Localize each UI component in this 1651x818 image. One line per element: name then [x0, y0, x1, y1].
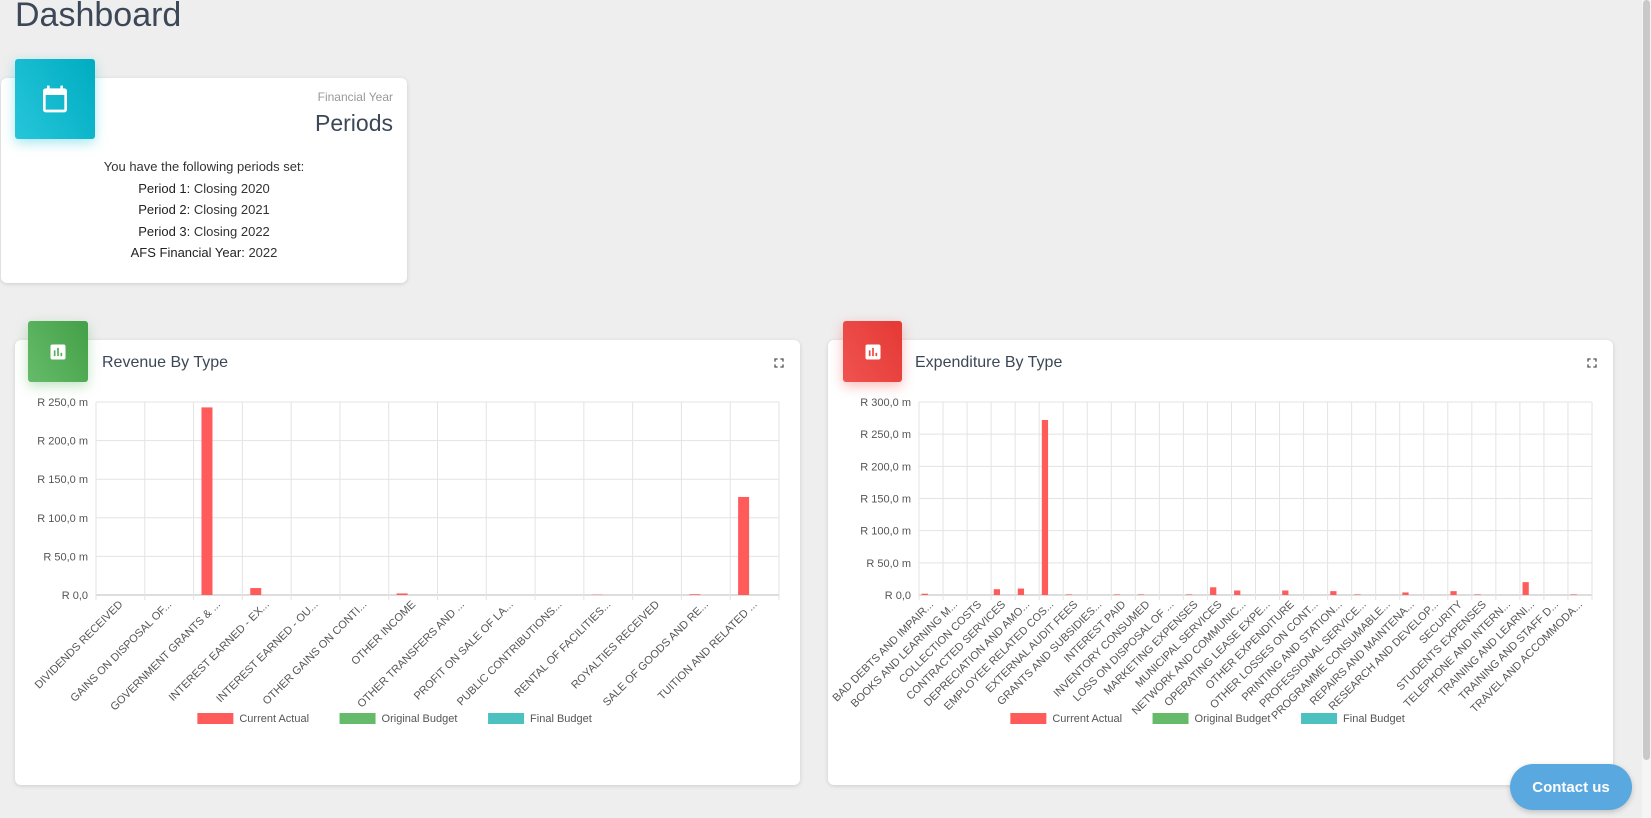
calendar-icon [43, 85, 67, 113]
period-row: Period 1: Closing 2020 [1, 178, 407, 200]
y-tick-label: R 200,0 m [37, 436, 88, 448]
bar[interactable] [1570, 594, 1577, 595]
expenditure-chart-card: Expenditure By Type R 0,0 R 50,0 m R 100,0… [828, 340, 1613, 785]
legend-label[interactable]: Current Actual [1052, 713, 1122, 725]
page-title: Dashboard [15, 0, 182, 34]
legend-label[interactable]: Current Actual [239, 713, 309, 725]
x-tick-label: DIVIDENDS RECEIVED [33, 599, 126, 692]
bar[interactable] [1282, 590, 1289, 595]
legend-label[interactable]: Final Budget [1343, 713, 1405, 725]
legend-label[interactable]: Final Budget [530, 713, 592, 725]
periods-card-category: Financial Year [317, 90, 393, 104]
period-label: Period 2: [138, 202, 191, 217]
periods-card: Financial Year Periods You have the foll… [1, 78, 407, 283]
y-tick-label: R 0,0 [885, 590, 911, 602]
x-tick-label: RENTAL OF FACILITIES... [512, 599, 613, 700]
period-label: Period 3: [138, 223, 191, 239]
bar[interactable] [738, 496, 750, 595]
fullscreen-icon[interactable] [1584, 355, 1600, 371]
expenditure-bar-chart: R 0,0 R 50,0 m R 100,0 m R 150,0 m R 200,0 m… [831, 397, 1593, 725]
y-tick-label: R 0,0 [62, 590, 88, 602]
y-tick-label: R 250,0 m [860, 429, 911, 441]
legend-swatch[interactable] [197, 713, 234, 724]
x-tick-label: SALE OF GOODS AND RE... [601, 599, 711, 709]
expenditure-chart-tile [843, 321, 902, 382]
period-value: Closing 2022 [193, 223, 270, 239]
bar[interactable] [1330, 591, 1337, 595]
periods-list: You have the following periods set: Peri… [1, 156, 407, 264]
revenue-bar-chart: R 0,0 R 50,0 m R 100,0 m R 150,0 m R 200,0 m… [33, 397, 780, 725]
legend-swatch[interactable] [339, 713, 376, 724]
y-tick-label: R 100,0 m [37, 513, 88, 525]
legend-label[interactable]: Original Budget [1195, 713, 1271, 725]
x-tick-label: PUBLIC CONTRIBUTIONS... [455, 599, 565, 709]
bar[interactable] [1474, 594, 1481, 595]
y-tick-label: R 50,0 m [43, 551, 88, 563]
page-scrollbar[interactable] [1642, 0, 1651, 818]
y-tick-label: R 300,0 m [860, 397, 911, 409]
x-tick-label: INTEREST EARNED - EX... [167, 599, 272, 704]
bar[interactable] [689, 594, 701, 595]
period-label: Period 1: [138, 180, 191, 196]
revenue-chart-tile [28, 321, 88, 382]
scrollbar-thumb[interactable] [1643, 0, 1650, 760]
bar[interactable] [1450, 591, 1457, 595]
period-label: AFS Financial Year: [130, 245, 245, 260]
bar[interactable] [1113, 594, 1121, 595]
legend-swatch[interactable] [1010, 713, 1047, 724]
bar[interactable] [1234, 590, 1241, 595]
bar[interactable] [201, 407, 213, 595]
legend-swatch[interactable] [1152, 713, 1189, 724]
bar[interactable] [396, 593, 408, 595]
bar[interactable] [1017, 588, 1025, 595]
fullscreen-icon[interactable] [771, 355, 787, 371]
bar[interactable] [1522, 582, 1529, 595]
legend-swatch[interactable] [488, 713, 525, 724]
periods-card-title: Periods [315, 110, 393, 136]
x-tick-label: INTEREST EARNED - OU... [214, 599, 320, 705]
bar[interactable] [250, 588, 262, 595]
period-value: Closing 2020 [193, 180, 270, 196]
period-row: Period 3: Closing 2022 [1, 221, 407, 243]
y-tick-label: R 150,0 m [37, 474, 88, 486]
expenditure-chart-title: Expenditure By Type [915, 354, 1063, 371]
y-tick-label: R 150,0 m [860, 494, 911, 506]
y-tick-label: R 100,0 m [860, 526, 911, 538]
calendar-tile [15, 59, 95, 139]
x-tick-label: TUITION AND RELATED ... [656, 599, 760, 703]
bar[interactable] [993, 589, 1001, 595]
periods-intro: You have the following periods set: [103, 159, 305, 174]
bar-chart-icon [50, 344, 66, 359]
period-row: AFS Financial Year: 2022 [1, 242, 407, 264]
revenue-chart-title: Revenue By Type [102, 354, 229, 371]
bar[interactable] [1065, 594, 1073, 595]
y-tick-label: R 250,0 m [37, 397, 88, 409]
period-value: 2022 [248, 245, 278, 260]
legend-swatch[interactable] [1301, 713, 1338, 724]
bar[interactable] [1186, 594, 1193, 595]
y-tick-label: R 200,0 m [860, 461, 911, 473]
bar[interactable] [1041, 420, 1049, 595]
x-tick-label: OTHER GAINS ON CONTI... [261, 599, 370, 708]
x-tick-label: ROYALTIES RECEIVED [569, 599, 662, 692]
bar[interactable] [1354, 594, 1361, 595]
legend-label[interactable]: Original Budget [382, 713, 458, 725]
period-row: Period 2: Closing 2021 [1, 199, 407, 221]
y-tick-label: R 50,0 m [866, 558, 911, 570]
contact-us-button[interactable]: Contact us [1510, 764, 1632, 810]
bar[interactable] [1137, 594, 1145, 595]
bar[interactable] [1210, 587, 1217, 595]
bar[interactable] [921, 593, 928, 595]
bar-chart-icon [865, 344, 880, 359]
x-tick-label: GAINS ON DISPOSAL OF... [68, 599, 174, 705]
bar[interactable] [1402, 592, 1409, 595]
x-tick-label: PROFIT ON SALE OF LA... [412, 599, 516, 703]
period-value: Closing 2021 [193, 202, 270, 217]
